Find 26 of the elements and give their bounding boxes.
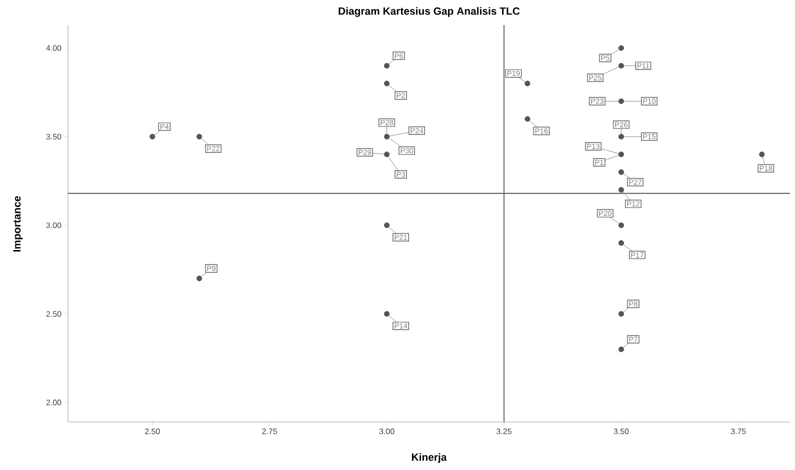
point <box>150 134 156 140</box>
point <box>384 222 390 228</box>
point <box>384 80 390 86</box>
point <box>384 311 390 317</box>
point <box>384 62 390 69</box>
point <box>618 169 624 175</box>
point <box>618 152 624 158</box>
point <box>618 187 624 193</box>
point <box>618 346 624 352</box>
point <box>618 98 624 104</box>
point <box>618 240 624 246</box>
point <box>618 222 624 228</box>
point <box>384 134 390 140</box>
point <box>759 152 765 158</box>
point <box>196 134 202 140</box>
point <box>524 80 530 86</box>
x-axis-title: Kinerja <box>412 453 447 463</box>
point <box>384 152 390 158</box>
point <box>618 62 624 69</box>
chart-title: Diagram Kartesius Gap Analisis TLC <box>338 7 520 17</box>
point <box>618 45 624 51</box>
y-axis-title: Importance <box>13 196 23 252</box>
point <box>618 134 624 140</box>
point <box>196 276 202 282</box>
point <box>524 116 530 122</box>
point <box>618 311 624 317</box>
